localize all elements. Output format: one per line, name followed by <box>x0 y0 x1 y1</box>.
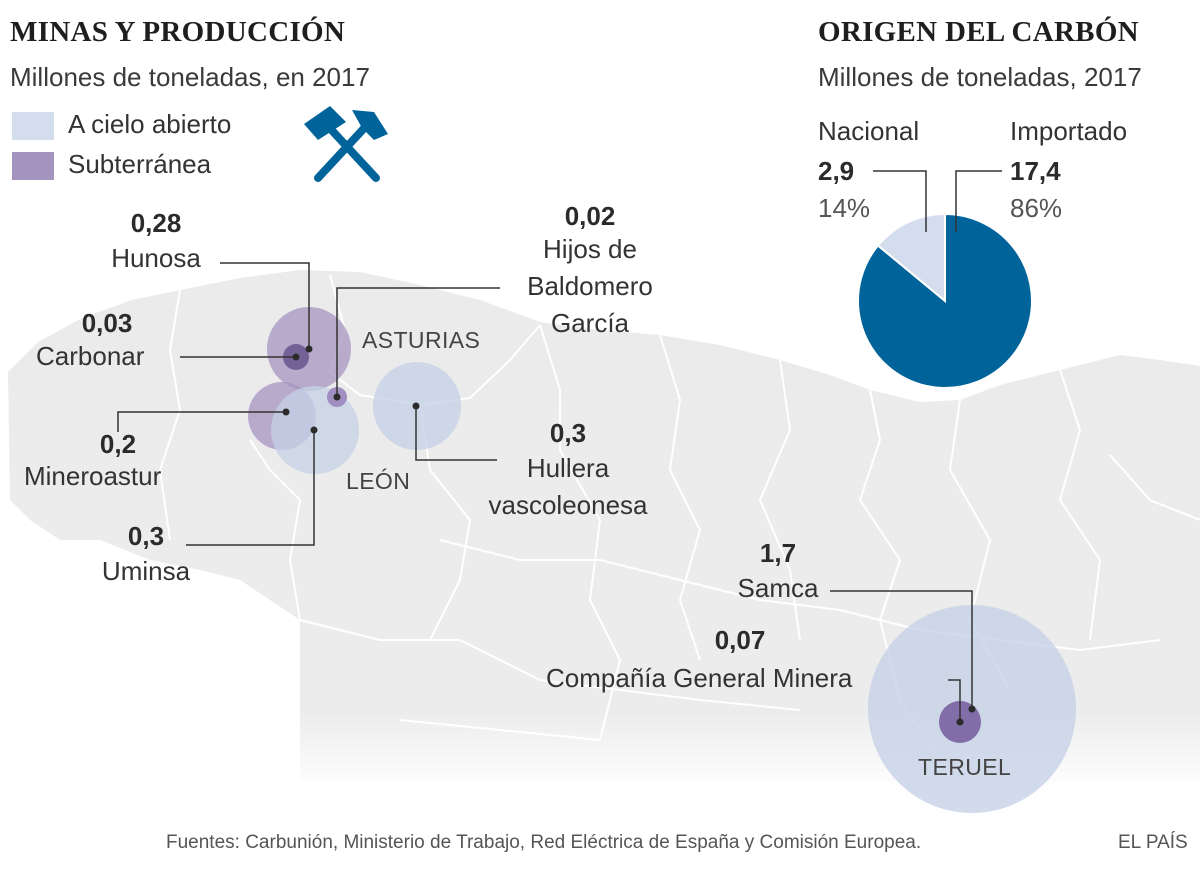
leader-lines <box>117 262 973 722</box>
region-asturias: ASTURIAS <box>362 327 481 353</box>
value-carbonar: 0,03 <box>81 308 133 338</box>
region-teruel: TERUEL <box>918 754 1012 780</box>
pie-label-importado: Importado <box>1010 116 1128 146</box>
label-hijos-baldomero-line3: García <box>550 308 630 338</box>
label-uminsa: Uminsa <box>101 556 191 586</box>
pie-percent-importado: 86% <box>1010 193 1063 223</box>
pie-value-importado: 17,4 <box>1010 156 1061 186</box>
value-uminsa: 0,3 <box>127 521 165 551</box>
label-hunosa: Hunosa <box>111 243 201 273</box>
label-mineroastur: Mineroastur <box>24 461 162 491</box>
origin-pie-chart <box>857 212 1033 389</box>
pie-label-nacional: Nacional <box>818 116 920 146</box>
label-hijos-baldomero-line1: Hijos de <box>543 234 637 264</box>
value-cia-general-minera: 0,07 <box>714 625 766 655</box>
pie-percent-nacional: 14% <box>818 193 871 223</box>
mines-title: MINAS Y PRODUCCIÓN <box>10 16 346 48</box>
leader-dots <box>282 345 976 726</box>
source-note: Fuentes: Carbunión, Ministerio de Trabaj… <box>166 832 922 853</box>
brand-logo: EL PAÍS <box>1118 832 1188 853</box>
label-cia-general-minera: Compañía General Minera <box>546 663 853 693</box>
legend-label-underground: Subterránea <box>68 149 212 179</box>
pie-leader-lines <box>873 170 1002 232</box>
origin-subtitle: Millones de toneladas, 2017 <box>818 62 1142 92</box>
value-mineroastur: 0,2 <box>99 429 137 459</box>
value-hullera: 0,3 <box>549 418 587 448</box>
pie-value-nacional: 2,9 <box>818 156 855 186</box>
label-samca: Samca <box>737 573 819 603</box>
mines-subtitle: Millones de toneladas, en 2017 <box>10 62 370 92</box>
origin-title: ORIGEN DEL CARBÓN <box>818 16 1139 48</box>
crossed-hammers-icon <box>304 106 388 182</box>
value-samca: 1,7 <box>759 538 797 568</box>
region-leon: LEÓN <box>346 468 411 494</box>
legend-label-open-pit: A cielo abierto <box>68 109 232 139</box>
pie-slice-importado <box>857 212 1033 389</box>
legend-swatch-open-pit <box>12 112 54 140</box>
value-hijos-baldomero: 0,02 <box>564 201 616 231</box>
pie-slice-nacional <box>876 212 946 304</box>
label-hijos-baldomero-line2: Baldomero <box>527 271 653 301</box>
label-hullera-line2: vascoleonesa <box>488 490 648 520</box>
legend-swatch-underground <box>12 152 54 180</box>
value-hunosa: 0,28 <box>130 208 182 238</box>
label-hullera-line1: Hullera <box>526 453 610 483</box>
label-carbonar: Carbonar <box>36 341 145 371</box>
